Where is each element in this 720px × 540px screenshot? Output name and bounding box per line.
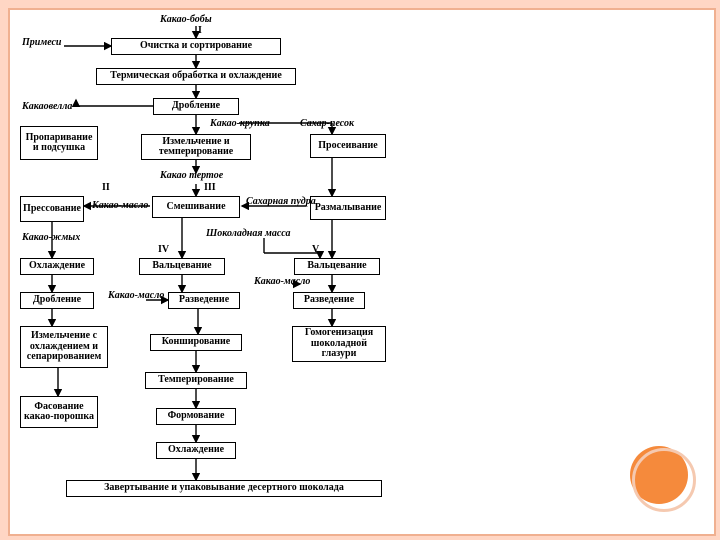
label-II: II bbox=[102, 182, 110, 193]
node-smesh: Смешивание bbox=[152, 196, 240, 218]
label-kakao_maslo_l: Какао-масло bbox=[92, 200, 148, 211]
node-proseiv: Просеивание bbox=[310, 134, 386, 158]
node-ohlazh1: Охлаждение bbox=[20, 258, 94, 275]
node-valts1: Вальцевание bbox=[139, 258, 225, 275]
node-droblenie2: Дробление bbox=[20, 292, 94, 309]
label-kakao_maslo_r: Какао-масло bbox=[108, 290, 164, 301]
node-zavert: Завертывание и упаковывание десертного ш… bbox=[66, 480, 382, 497]
label-kakao_boby: Какао-бобы bbox=[160, 14, 212, 25]
node-gomog: Гомогенизация шоколадной глазури bbox=[292, 326, 386, 362]
label-kakaovella: Какаовелла bbox=[22, 101, 72, 112]
node-propar: Пропаривание и подсушка bbox=[20, 126, 98, 160]
label-primesi: Примеси bbox=[22, 37, 62, 48]
label-kakao_tertoe: Какао тертое bbox=[160, 170, 223, 181]
label-IV: IV bbox=[158, 244, 169, 255]
label-III: III bbox=[204, 182, 216, 193]
slide-frame: Очистка и сортирование Термическая обрабо… bbox=[8, 8, 716, 536]
node-razved2: Разведение bbox=[293, 292, 365, 309]
flowchart-canvas: Очистка и сортирование Термическая обрабо… bbox=[10, 10, 714, 534]
node-konsh: Конширование bbox=[150, 334, 242, 351]
node-temper: Темперирование bbox=[145, 372, 247, 389]
node-razmal: Размалывание bbox=[310, 196, 386, 220]
node-droblenie1: Дробление bbox=[153, 98, 239, 115]
label-shok_massa: Шоколадная масса bbox=[206, 228, 290, 239]
decorative-circle-ring bbox=[632, 448, 696, 512]
label-I: I bbox=[198, 25, 202, 36]
label-sahar_pesok: Сахар-песок bbox=[300, 118, 354, 129]
node-termich: Термическая обработка и охлаждение bbox=[96, 68, 296, 85]
label-kakao_krupka: Какао-крупка bbox=[210, 118, 270, 129]
label-kakao_zhmyh: Какао-жмых bbox=[22, 232, 80, 243]
node-izmel_sep: Измельчение с охлаждением и сепарировани… bbox=[20, 326, 108, 368]
node-izmel_temp: Измельчение и темперирование bbox=[141, 134, 251, 160]
node-razved1: Разведение bbox=[168, 292, 240, 309]
label-kakao_maslo_r2: Какао-масло bbox=[254, 276, 310, 287]
node-formov: Формование bbox=[156, 408, 236, 425]
node-valts2: Вальцевание bbox=[294, 258, 380, 275]
node-ohlazh2: Охлаждение bbox=[156, 442, 236, 459]
node-fasov: Фасование какао-порошка bbox=[20, 396, 98, 428]
label-sahar_pudra: Сахарная пудра bbox=[246, 196, 316, 207]
node-ochistka: Очистка и сортирование bbox=[111, 38, 281, 55]
label-V: V bbox=[312, 244, 319, 255]
node-pressov: Прессование bbox=[20, 196, 84, 222]
